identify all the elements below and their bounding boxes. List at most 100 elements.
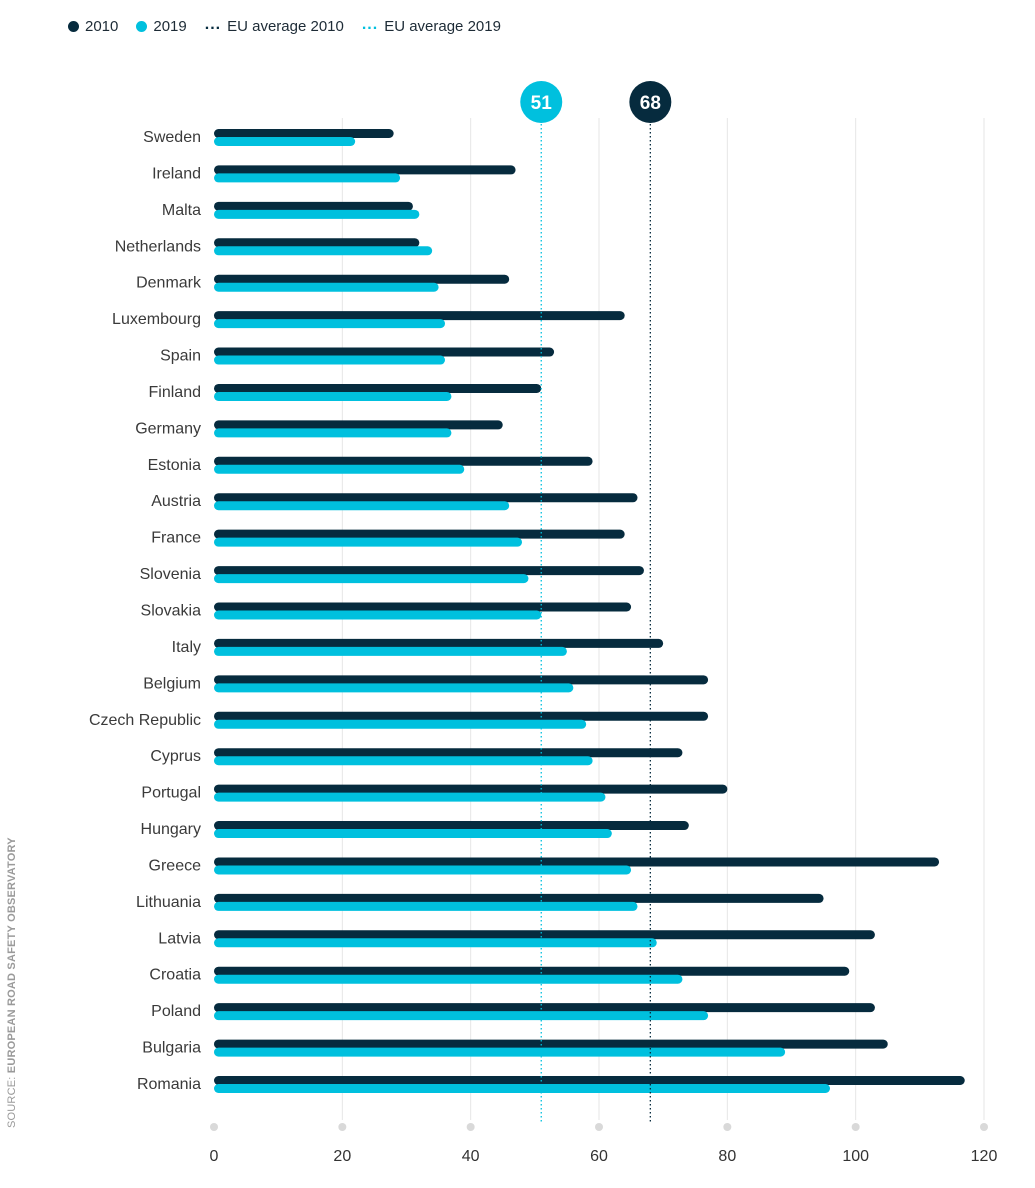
bar-2019 — [214, 501, 510, 511]
category-label: Czech Republic — [89, 712, 201, 729]
category-label: Cyprus — [150, 748, 201, 765]
bar-2019 — [214, 610, 542, 620]
x-tick-label: 40 — [462, 1148, 480, 1165]
bar-2019 — [214, 137, 356, 146]
bar-2019 — [214, 574, 529, 584]
bar-2010 — [214, 529, 625, 539]
category-label: Netherlands — [115, 238, 201, 255]
category-label: Finland — [149, 384, 201, 401]
x-tick-dot — [338, 1123, 347, 1131]
bar-2010 — [214, 347, 555, 357]
bar-2019 — [214, 646, 567, 656]
dotted-line-icon: ... — [361, 15, 379, 33]
bar-2010 — [214, 238, 420, 248]
bar-2019 — [214, 829, 612, 839]
x-tick-dot — [851, 1123, 860, 1131]
x-tick-dot — [723, 1123, 732, 1131]
x-tick-label: 80 — [718, 1148, 736, 1165]
legend: 2010 2019 ... EU average 2010 ... EU ave… — [68, 15, 501, 35]
category-label: Ireland — [152, 165, 201, 182]
bar-2010 — [214, 602, 632, 612]
legend-label: EU average 2010 — [227, 18, 344, 35]
bar-2019 — [214, 792, 606, 802]
bar-2019 — [214, 756, 593, 766]
bar-2019 — [214, 719, 587, 729]
legend-item-2010: 2010 — [68, 18, 118, 35]
legend-dot-icon — [136, 21, 148, 32]
bar-2010 — [214, 493, 638, 503]
x-tick-label: 100 — [842, 1148, 869, 1165]
bar-2010 — [214, 675, 709, 685]
category-label: Malta — [162, 202, 201, 219]
bar-2019 — [214, 1011, 709, 1021]
x-tick-dot — [466, 1123, 475, 1131]
legend-item-avg-2010: ... EU average 2010 — [204, 15, 344, 35]
bar-2010 — [214, 930, 875, 940]
bar-2010 — [214, 129, 394, 138]
bar-2019 — [214, 901, 638, 911]
category-label: Luxembourg — [112, 311, 201, 328]
legend-label: 2010 — [85, 18, 119, 35]
bar-2019 — [214, 391, 452, 401]
x-tick-dot — [980, 1123, 988, 1131]
eu-average-value: 51 — [531, 93, 553, 114]
x-tick-dot — [595, 1123, 603, 1131]
bar-2019 — [214, 173, 401, 183]
category-label: Slovenia — [140, 566, 201, 583]
category-label: Bulgaria — [142, 1040, 201, 1057]
x-tick-label: 0 — [210, 1148, 219, 1165]
bar-2010 — [214, 711, 709, 721]
bar-2010 — [214, 784, 728, 794]
eu-average-value: 68 — [640, 93, 661, 114]
source-name: EUROPEAN ROAD SAFETY OBSERVATORY — [6, 837, 18, 1074]
bar-2019 — [214, 938, 657, 948]
bar-2019 — [214, 428, 452, 438]
bar-2019 — [214, 282, 439, 292]
category-label: Latvia — [158, 930, 201, 947]
bar-2010 — [214, 311, 625, 321]
bar-2010 — [214, 165, 516, 175]
legend-item-avg-2019: ... EU average 2019 — [361, 15, 501, 35]
category-label: Austria — [151, 493, 201, 510]
category-label: Romania — [137, 1076, 201, 1093]
legend-label: EU average 2019 — [384, 18, 501, 35]
bar-2010 — [214, 893, 824, 903]
category-label: Germany — [135, 420, 201, 437]
bar-2010 — [214, 566, 644, 576]
bar-2010 — [214, 274, 510, 284]
bar-2019 — [214, 974, 683, 984]
bar-2019 — [214, 865, 632, 875]
bar-2010 — [214, 748, 683, 758]
source-prefix: SOURCE: — [6, 1073, 18, 1128]
legend-item-2019: 2019 — [136, 18, 187, 35]
eu-average-marker — [629, 81, 672, 123]
legend-dot-icon — [68, 21, 79, 32]
category-label: Belgium — [143, 675, 201, 692]
bar-2010 — [214, 1039, 888, 1049]
category-label: Hungary — [141, 821, 201, 838]
bar-2010 — [214, 1003, 875, 1013]
category-label: Estonia — [148, 457, 201, 474]
category-label: Portugal — [141, 785, 201, 802]
category-label: Croatia — [149, 967, 201, 984]
bar-2019 — [214, 1047, 786, 1057]
category-label: Slovakia — [141, 603, 202, 620]
bar-2010 — [214, 420, 503, 430]
source-note: SOURCE: EUROPEAN ROAD SAFETY OBSERVATORY — [6, 837, 18, 1128]
bar-2019 — [214, 1084, 830, 1093]
bar-2010 — [214, 456, 593, 466]
category-label: Lithuania — [136, 894, 201, 911]
x-tick-label: 120 — [971, 1148, 998, 1165]
category-label: Sweden — [143, 129, 201, 146]
bar-2019 — [214, 246, 433, 256]
bar-2019 — [214, 209, 420, 219]
dotted-line-icon: ... — [204, 15, 222, 33]
bar-2019 — [214, 464, 465, 474]
bar-2019 — [214, 319, 445, 329]
x-tick-dot — [210, 1123, 218, 1131]
bar-2010 — [214, 1076, 965, 1085]
bar-2010 — [214, 857, 940, 867]
category-label: Denmark — [136, 275, 202, 292]
